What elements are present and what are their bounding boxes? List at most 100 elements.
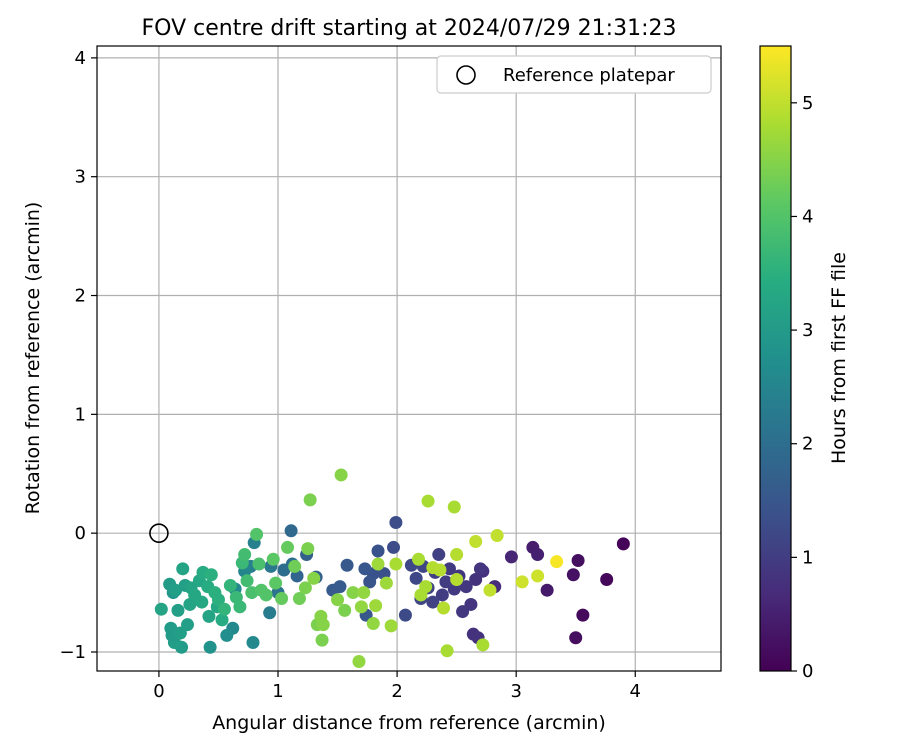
plot-frame — [96, 45, 722, 672]
colorbar-tick-label-4: 4 — [802, 206, 813, 227]
colorbar — [759, 45, 792, 672]
data-point-9 — [504, 550, 518, 564]
data-point-126 — [412, 552, 426, 566]
data-point-52 — [263, 606, 277, 620]
x-tick-label-1: 1 — [272, 681, 283, 702]
data-point-23 — [435, 588, 449, 602]
data-point-80 — [188, 588, 202, 602]
data-point-21 — [442, 562, 456, 576]
colorbar-tick-label-5: 5 — [802, 93, 813, 114]
data-point-6 — [540, 583, 554, 597]
data-point-102 — [281, 540, 295, 554]
data-point-117 — [352, 654, 366, 668]
data-point-59 — [246, 635, 260, 649]
data-point-124 — [384, 619, 398, 633]
data-point-34 — [387, 540, 401, 554]
colorbar-label: Hours from first FF file — [828, 252, 850, 464]
data-point-100 — [269, 576, 283, 590]
data-point-15 — [473, 562, 487, 576]
data-point-84 — [204, 568, 218, 582]
x-tick-label-3: 3 — [510, 681, 521, 702]
legend-marker-icon — [456, 65, 476, 85]
data-point-38 — [363, 575, 377, 589]
data-point-139 — [483, 583, 497, 597]
data-point-99 — [266, 552, 280, 566]
data-point-115 — [338, 603, 352, 617]
data-point-66 — [181, 618, 195, 632]
data-point-4 — [571, 553, 585, 567]
data-point-122 — [371, 557, 385, 571]
data-point-71 — [202, 609, 216, 623]
data-point-105 — [298, 581, 312, 595]
data-point-87 — [217, 602, 231, 616]
data-point-134 — [447, 500, 461, 514]
data-point-133 — [440, 644, 454, 658]
data-point-60 — [203, 640, 217, 654]
data-point-136 — [450, 573, 464, 587]
data-point-33 — [389, 515, 403, 529]
data-point-125 — [389, 557, 403, 571]
data-point-47 — [284, 524, 298, 538]
data-point-41 — [340, 558, 354, 572]
data-point-106 — [303, 493, 317, 507]
y-tick-label-3: 2 — [75, 286, 86, 307]
x-tick-label-0: 0 — [153, 681, 164, 702]
data-point-108 — [307, 571, 321, 585]
data-point-111 — [315, 633, 329, 647]
legend-box — [436, 55, 712, 94]
colorbar-ticks: 0 1 2 3 4 5 — [791, 93, 813, 682]
legend-label: Reference platepar — [503, 65, 675, 86]
data-point-138 — [476, 638, 490, 652]
data-point-22 — [439, 575, 453, 589]
data-point-86 — [211, 593, 225, 607]
data-point-88 — [223, 578, 237, 592]
data-point-120 — [366, 616, 380, 630]
legend: Reference platepar — [436, 55, 712, 94]
data-point-123 — [379, 576, 393, 590]
data-point-18 — [456, 605, 470, 619]
data-point-73 — [215, 613, 229, 627]
y-tick-label-2: 1 — [75, 404, 86, 425]
y-axis-ticks: −1 0 1 2 3 4 — [59, 48, 97, 663]
colorbar-tick-label-1: 1 — [802, 547, 813, 568]
y-tick-label-0: −1 — [59, 642, 86, 663]
y-tick-label-5: 4 — [75, 48, 86, 69]
data-point-143 — [550, 555, 564, 569]
data-point-5 — [566, 568, 580, 582]
data-point-95 — [250, 527, 264, 541]
x-axis-label: Angular distance from reference (arcmin) — [212, 712, 606, 734]
colorbar-tick-label-3: 3 — [802, 320, 813, 341]
x-tick-label-4: 4 — [630, 681, 641, 702]
chart-title: FOV centre drift starting at 2024/07/29 … — [142, 16, 677, 41]
data-point-68 — [171, 603, 185, 617]
data-point-140 — [490, 529, 504, 543]
data-point-2 — [576, 608, 590, 622]
data-point-40 — [358, 562, 372, 576]
data-point-92 — [238, 548, 252, 562]
data-point-119 — [357, 586, 371, 600]
data-point-112 — [316, 618, 330, 632]
data-point-98 — [259, 588, 273, 602]
y-tick-label-1: 0 — [75, 523, 86, 544]
data-point-67 — [154, 602, 168, 616]
data-point-104 — [292, 592, 306, 606]
data-point-93 — [240, 574, 254, 588]
data-point-141 — [515, 575, 529, 589]
data-point-129 — [421, 494, 435, 508]
data-point-17 — [459, 580, 473, 594]
data-point-121 — [369, 599, 383, 613]
data-point-24 — [432, 548, 446, 562]
data-point-118 — [354, 600, 368, 614]
reference-platepar-marker — [149, 523, 169, 543]
data-point-8 — [531, 548, 545, 562]
data-point-131 — [433, 563, 447, 577]
data-point-103 — [288, 559, 302, 573]
data-point-36 — [371, 544, 385, 558]
data-point-30 — [409, 571, 423, 585]
data-point-142 — [531, 569, 545, 583]
scatter-points — [154, 468, 630, 668]
data-point-0 — [616, 537, 630, 551]
data-point-12 — [469, 573, 483, 587]
data-point-135 — [450, 548, 464, 562]
